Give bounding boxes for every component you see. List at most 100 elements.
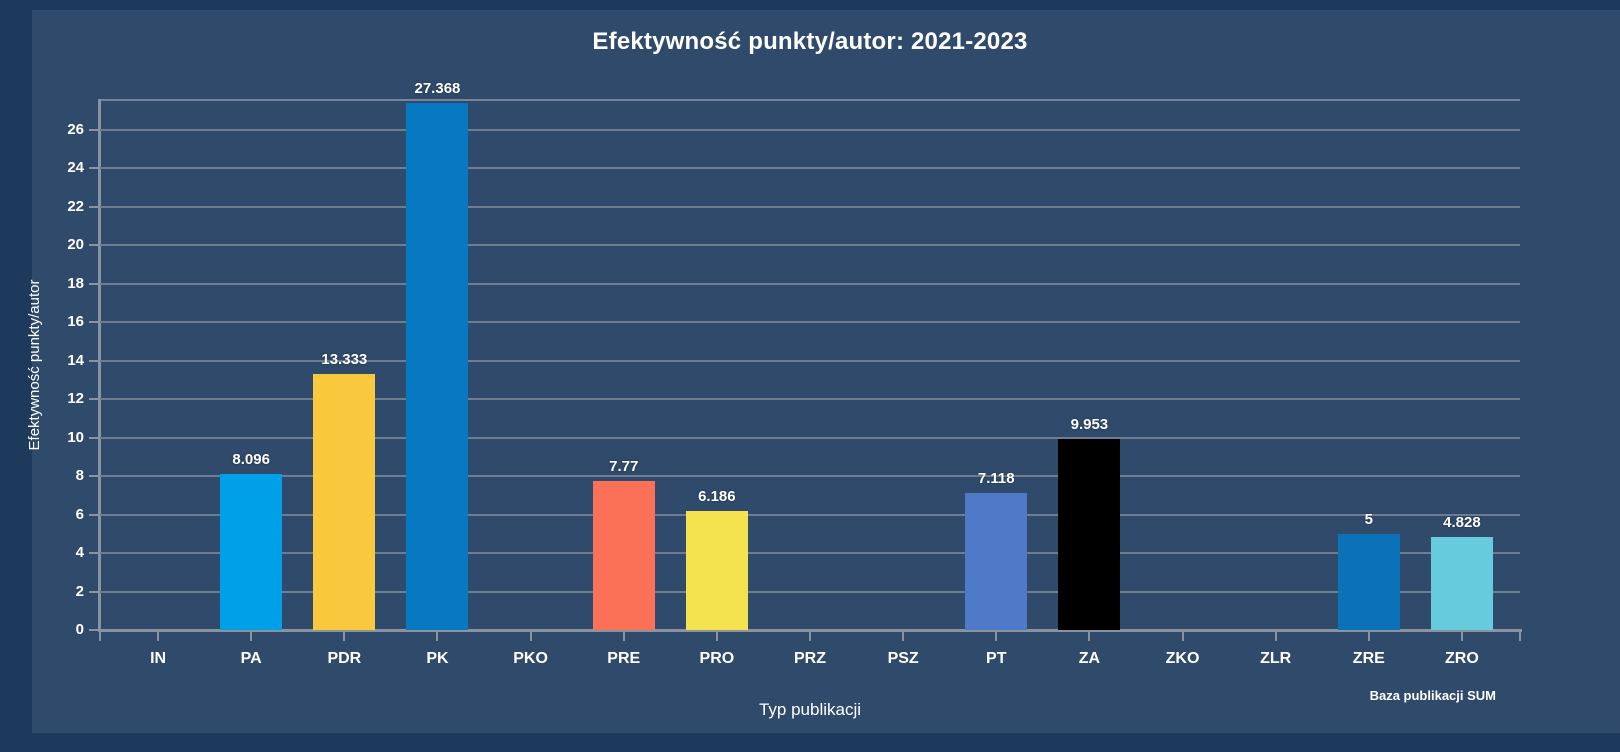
y-tick-26	[89, 128, 98, 131]
bar-ZRO	[1430, 537, 1493, 630]
x-tick-label-PDR: PDR	[327, 650, 362, 667]
gridline-4	[100, 552, 1520, 555]
plot-top-border	[100, 99, 1520, 101]
x-tick-ZA	[1088, 632, 1091, 641]
chart-title: Efektywność punkty/autor: 2021-2023	[592, 28, 1028, 55]
bar-PRE	[592, 480, 655, 630]
y-tick-label-24: 24	[67, 159, 84, 177]
gridline-10	[100, 436, 1520, 439]
y-tick-12	[89, 398, 98, 401]
x-tick-ZKO	[1181, 632, 1184, 641]
y-tick-label-22: 22	[67, 197, 84, 215]
y-tick-22	[89, 205, 98, 208]
y-tick-label-20: 20	[67, 236, 84, 254]
x-tick-PRE	[622, 632, 625, 641]
y-tick-20	[89, 244, 98, 247]
x-axis-end-tick	[1519, 632, 1521, 641]
y-tick-label-2: 2	[75, 582, 84, 600]
y-tick-18	[89, 282, 98, 285]
bar-value-PRO: 6.186	[698, 488, 736, 505]
bar-value-PRE: 7.77	[609, 457, 639, 475]
x-tick-ZRE	[1367, 632, 1370, 641]
gridline-18	[100, 282, 1520, 285]
y-tick-label-18: 18	[67, 274, 84, 292]
y-tick-0	[89, 629, 98, 631]
x-tick-label-PRZ: PRZ	[794, 650, 826, 667]
x-tick-PRO	[715, 632, 718, 641]
y-tick-16	[89, 321, 98, 324]
y-tick-6	[89, 513, 98, 516]
x-tick-label-ZLR: ZLR	[1260, 650, 1292, 667]
x-tick-PKO	[529, 632, 532, 641]
y-tick-label-4: 4	[75, 544, 84, 562]
gridline-16	[100, 321, 1520, 324]
bar-PRO	[685, 511, 748, 630]
bar-value-PK: 27.368	[414, 80, 461, 98]
y-tick-label-14: 14	[67, 351, 84, 369]
gridline-26	[100, 128, 1520, 131]
x-tick-label-PSZ: PSZ	[887, 650, 919, 667]
gridline-20	[100, 244, 1520, 247]
x-tick-PK	[436, 632, 439, 641]
y-tick-8	[89, 475, 98, 478]
y-tick-label-26: 26	[67, 120, 84, 138]
x-tick-label-IN: IN	[150, 650, 167, 667]
x-tick-label-ZKO: ZKO	[1165, 650, 1200, 667]
x-tick-label-PKO: PKO	[513, 650, 548, 667]
gridline-6	[100, 513, 1520, 516]
y-tick-label-0: 0	[75, 621, 84, 638]
bar-ZA	[1058, 438, 1121, 630]
bar-PDR	[313, 373, 376, 630]
bar-PA	[220, 474, 283, 630]
x-tick-label-ZRE: ZRE	[1352, 650, 1385, 667]
x-tick-label-PK: PK	[426, 650, 449, 667]
x-tick-PA	[250, 632, 253, 641]
y-tick-label-12: 12	[67, 390, 84, 408]
bar-value-PDR: 13.333	[321, 350, 368, 368]
x-tick-label-PRO: PRO	[699, 650, 735, 667]
x-axis-line	[98, 629, 1522, 632]
bar-value-PA: 8.096	[232, 451, 270, 469]
x-axis-origin-tick	[99, 632, 101, 641]
y-tick-label-10: 10	[67, 428, 84, 446]
y-tick-2	[89, 590, 98, 593]
bar-value-ZRE: 5	[1364, 510, 1373, 528]
x-tick-ZRO	[1460, 632, 1463, 641]
x-tick-label-PA: PA	[240, 650, 262, 667]
x-tick-label-PT: PT	[986, 650, 1007, 667]
y-tick-14	[89, 359, 98, 362]
bar-value-PT: 7.118	[977, 470, 1015, 488]
chart-canvas: Efektywność punkty/autor: 2021-2023 Efek…	[26, 10, 1620, 733]
gridline-12	[100, 398, 1520, 401]
gridline-8	[100, 475, 1520, 478]
y-tick-24	[89, 167, 98, 170]
footer-note: Baza publikacji SUM	[1369, 688, 1496, 703]
gridline-22	[100, 205, 1520, 208]
y-tick-10	[89, 436, 98, 439]
bar-value-ZRO: 4.828	[1443, 514, 1481, 532]
gridline-2	[100, 590, 1520, 593]
bar-ZRE	[1337, 533, 1400, 630]
x-tick-PRZ	[809, 632, 811, 641]
x-tick-PDR	[343, 632, 346, 641]
plot-area: 0 2 4 6 8 10 12 14 16 18 20 22 24 26 IN PA 8.096 PDR 13.33…	[67, 80, 1522, 667]
y-tick-label-16: 16	[67, 313, 84, 331]
bar-PK	[406, 103, 469, 630]
bar-PT	[965, 493, 1028, 630]
x-tick-PT	[995, 632, 998, 641]
bar-value-ZA: 9.953	[1070, 415, 1109, 433]
y-tick-label-8: 8	[75, 467, 84, 485]
gridline-24	[100, 167, 1520, 170]
x-tick-label-ZRO: ZRO	[1445, 650, 1479, 667]
x-tick-PSZ	[902, 632, 905, 641]
gridline-14	[100, 359, 1520, 362]
y-tick-label-6: 6	[75, 505, 84, 523]
x-axis-title: Typ publikacji	[758, 700, 862, 719]
x-tick-IN	[157, 632, 160, 641]
x-tick-label-ZA: ZA	[1078, 650, 1101, 667]
y-tick-4	[89, 552, 98, 555]
x-tick-label-PRE: PRE	[607, 650, 641, 667]
y-axis-line	[98, 99, 101, 630]
x-tick-ZLR	[1274, 632, 1277, 641]
